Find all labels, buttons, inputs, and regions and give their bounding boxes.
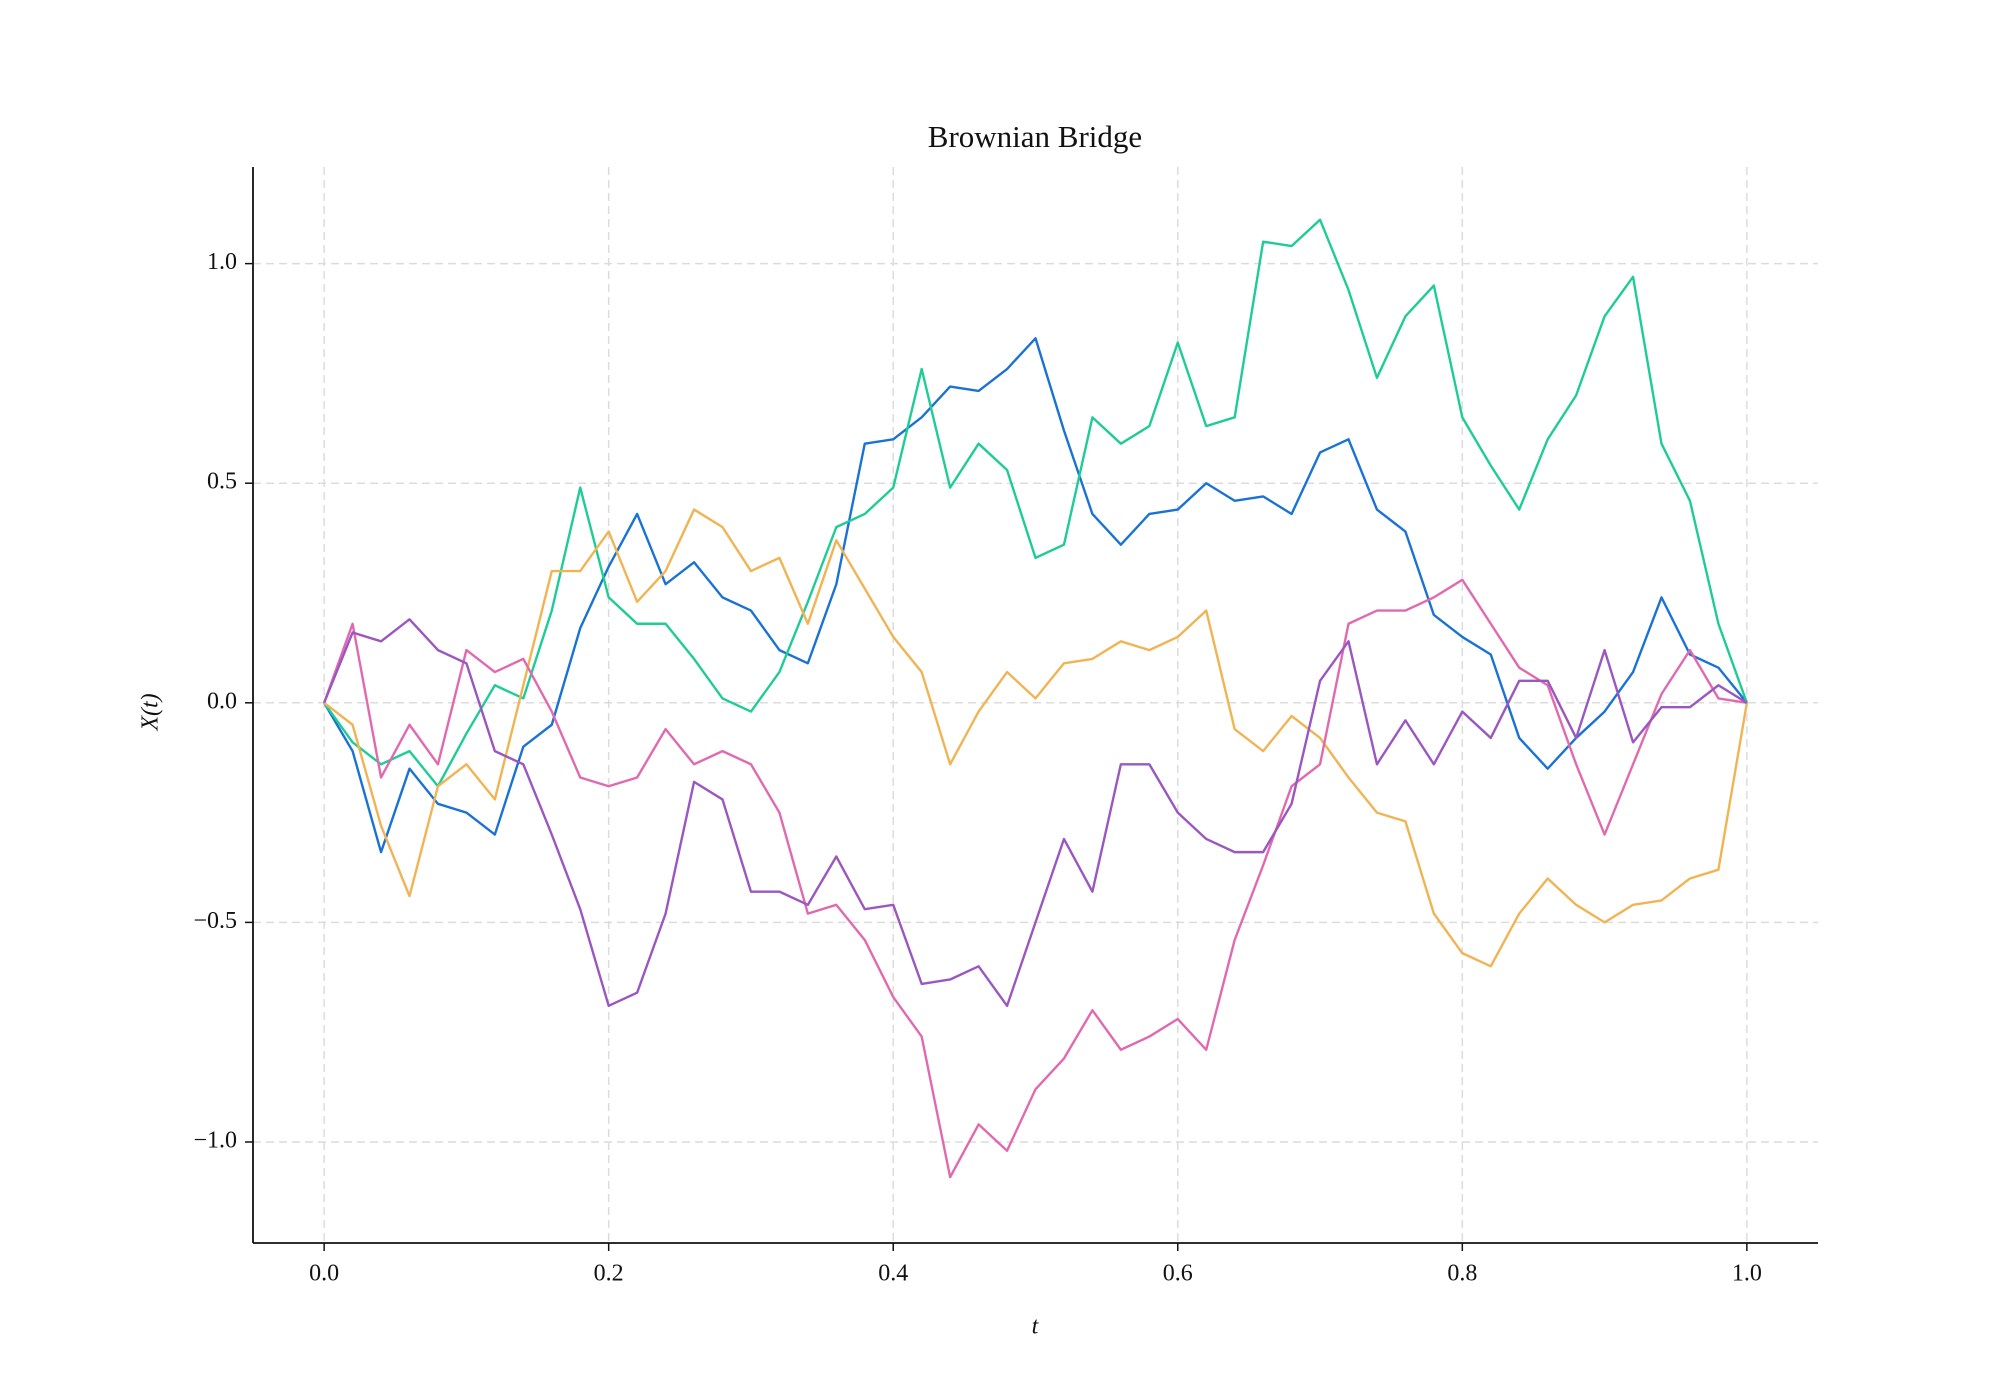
y-tick-label: 0.0 — [207, 688, 237, 714]
x-tick-label: 0.0 — [309, 1261, 339, 1287]
x-tick-label: 0.6 — [1163, 1261, 1193, 1287]
x-tick-label: 0.8 — [1447, 1261, 1477, 1287]
y-tick-label: −1.0 — [193, 1127, 237, 1153]
x-tick-label: 0.4 — [878, 1261, 908, 1287]
chart-title: Brownian Bridge — [928, 119, 1142, 154]
x-tick-label: 0.2 — [594, 1261, 624, 1287]
y-axis-label: X(t) — [138, 693, 164, 731]
series-line — [323, 337, 1748, 854]
x-axis-label: t — [1032, 1314, 1040, 1340]
series-line — [323, 578, 1748, 1179]
y-tick-label: 1.0 — [207, 249, 237, 275]
series-line — [323, 508, 1749, 968]
series-line — [323, 618, 1748, 1008]
series-line — [323, 218, 1748, 788]
y-tick-label: 0.5 — [207, 469, 237, 495]
x-tick-label: 1.0 — [1732, 1261, 1762, 1287]
y-tick-label: −0.5 — [193, 908, 237, 934]
